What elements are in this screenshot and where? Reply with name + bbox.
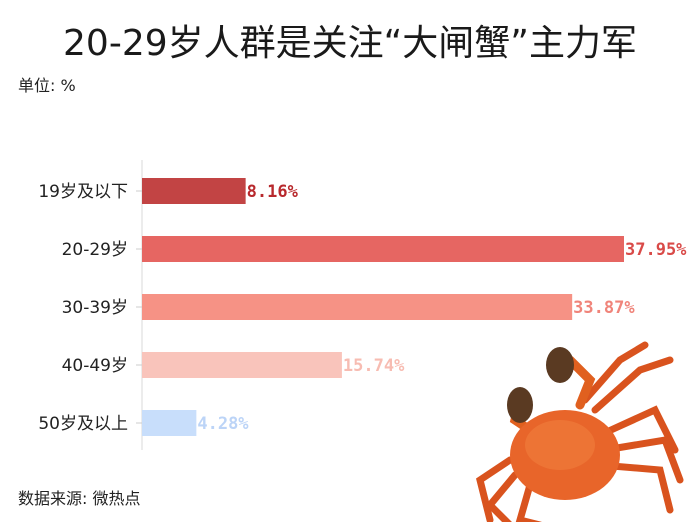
crab-illustration (476, 341, 684, 522)
bar (142, 236, 624, 262)
category-label: 30-39岁 (62, 298, 128, 318)
unit-label: 单位: % (18, 76, 76, 95)
category-label: 20-29岁 (62, 240, 128, 260)
bar (142, 294, 573, 320)
bar (142, 352, 342, 378)
source-label: 数据来源: 微热点 (18, 489, 141, 508)
category-label: 50岁及以上 (38, 414, 128, 434)
data-label: 33.87% (573, 298, 635, 318)
chart-title: 20-29岁人群是关注“大闸蟹”主力军 (63, 23, 637, 64)
data-label: 37.95% (625, 240, 687, 260)
category-label: 40-49岁 (62, 356, 128, 376)
bar (142, 410, 197, 436)
bar (142, 178, 246, 204)
data-label: 8.16% (247, 182, 299, 202)
category-label: 19岁及以下 (38, 182, 128, 202)
data-label: 15.74% (343, 356, 405, 376)
data-label: 4.28% (197, 414, 249, 434)
